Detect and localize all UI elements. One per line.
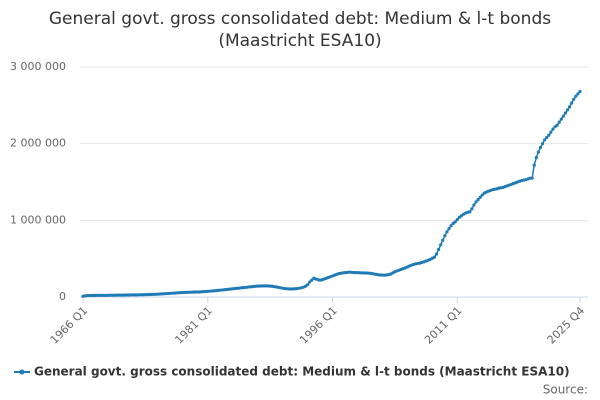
y-tick-label: 0 [59, 290, 66, 303]
data-point [474, 200, 478, 204]
data-point [574, 94, 578, 98]
data-point [547, 133, 551, 137]
data-point [576, 92, 580, 96]
data-point [441, 238, 445, 242]
data-point [532, 163, 536, 167]
data-point [470, 207, 474, 211]
data-point [449, 224, 453, 228]
data-point [538, 145, 543, 150]
data-point [557, 120, 561, 124]
data-point [536, 150, 541, 154]
y-tick-label: 2 000 000 [10, 137, 66, 150]
source: Source: [543, 383, 588, 397]
data-point [549, 130, 553, 134]
data-point [551, 127, 555, 131]
x-tick-label: 2011 Q1 [422, 304, 465, 347]
data-point [545, 135, 549, 140]
legend-marker [19, 369, 25, 375]
data-point [559, 117, 563, 121]
data-point [565, 108, 570, 112]
x-tick-label: 1981 Q1 [172, 304, 215, 347]
data-point [434, 252, 439, 256]
data-point [439, 243, 443, 247]
data-point [305, 283, 310, 287]
data-point [476, 198, 480, 202]
data-point [572, 97, 576, 101]
x-tick-label: 1966 Q1 [48, 304, 91, 347]
data-point [534, 155, 538, 160]
data-point [443, 234, 447, 238]
x-tick-label: 1996 Q1 [297, 304, 340, 347]
data-point [568, 105, 572, 109]
data-line [82, 91, 581, 297]
y-tick-label: 1 000 000 [10, 213, 66, 226]
data-point [308, 280, 312, 284]
data-point [480, 193, 484, 197]
chart-title: General govt. gross consolidated debt: M… [48, 9, 552, 51]
data-point [468, 210, 472, 214]
legend-label: General govt. gross consolidated debt: M… [34, 365, 570, 379]
data-point [445, 230, 449, 234]
data-point [570, 101, 574, 105]
data-point [455, 217, 459, 222]
data-point [472, 203, 476, 207]
data-point [310, 278, 314, 282]
data-point [432, 255, 437, 259]
data-point [530, 176, 534, 180]
data-point [447, 227, 451, 231]
data-point [540, 142, 545, 146]
y-tick-label: 3 000 000 [10, 60, 66, 73]
x-tick-label: 2025 Q4 [545, 304, 588, 347]
data-point [453, 220, 457, 224]
data-point [478, 195, 482, 199]
data-point [436, 247, 441, 252]
data-point [555, 123, 559, 127]
data-point [543, 138, 547, 142]
data-point [578, 89, 582, 94]
data-point [561, 114, 565, 118]
data-point [563, 111, 568, 115]
